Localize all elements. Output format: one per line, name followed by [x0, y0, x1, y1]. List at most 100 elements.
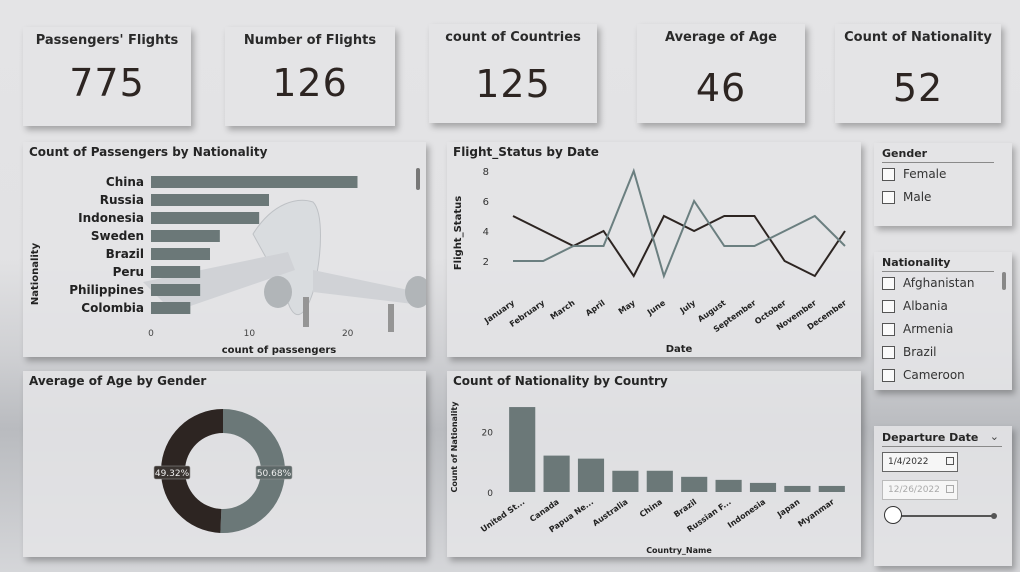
flight-status-line-chart-panel[interactable]: Flight_Status by Date Flight_Status 2 4 6 8… — [447, 142, 861, 357]
start-date-value: 1/4/2022 — [888, 457, 929, 467]
x-tick-label: April — [584, 298, 607, 318]
chart-title: Count of Passengers by Nationality — [29, 145, 268, 159]
series-line-light — [513, 167, 846, 280]
option-label: Albania — [903, 299, 948, 313]
country-bar-chart: Count of Nationality 0 20 United St... Cana… — [450, 401, 845, 555]
category-label: Russia — [100, 193, 144, 207]
category-label: Philippines — [69, 283, 144, 297]
data-label-bg — [153, 465, 191, 480]
bar — [151, 302, 191, 314]
nationality-option-cameroon[interactable]: Cameroon — [882, 368, 965, 382]
category-label: Sweden — [91, 229, 144, 243]
bar — [715, 479, 742, 492]
bar — [612, 470, 639, 492]
x-tick-label: June — [645, 298, 668, 318]
kpi-title: Passengers' Flights — [35, 33, 179, 48]
x-tick-label: Myanmar — [796, 497, 836, 528]
nationality-option-afghanistan[interactable]: Afghanistan — [882, 276, 974, 290]
chart-title: Flight_Status by Date — [453, 145, 599, 159]
bar — [151, 194, 269, 206]
category-label: China — [106, 175, 144, 189]
kpi-card-number-of-flights: Number of Flights 126 — [225, 27, 395, 126]
x-tick-label: March — [549, 298, 577, 321]
gender-option-male[interactable]: Male — [882, 190, 931, 204]
bar — [543, 455, 570, 492]
x-tick-label: Brazil — [672, 497, 698, 519]
checkbox[interactable] — [882, 276, 895, 290]
gender-slicer[interactable]: Gender Female Male — [874, 143, 1012, 226]
x-tick-label: Canada — [528, 497, 561, 524]
nationality-option-brazil[interactable]: Brazil — [882, 345, 937, 359]
x-tick-label: Indonesia — [726, 497, 767, 530]
date-range-handle-start[interactable] — [884, 506, 902, 524]
kpi-card-passengers-flights: Passengers' Flights 775 — [23, 27, 191, 126]
option-label: Male — [903, 190, 932, 204]
x-axis-title: count of passengers — [222, 345, 337, 356]
kpi-card-average-of-age: Average of Age 46 — [637, 24, 805, 123]
x-axis-title: Date — [666, 344, 693, 355]
category-label: Colombia — [81, 301, 144, 315]
bar — [151, 284, 201, 296]
date-range-handle-end[interactable] — [991, 513, 997, 519]
calendar-icon[interactable] — [946, 457, 954, 465]
divider — [882, 271, 994, 272]
data-label: 50.68% — [257, 469, 292, 479]
kpi-title: Count of Nationality — [844, 30, 992, 45]
x-tick-label: 10 — [244, 329, 256, 339]
checkbox[interactable] — [882, 368, 895, 382]
checkbox[interactable] — [882, 299, 895, 313]
x-tick-label: May — [617, 298, 638, 316]
x-axis-title: Country_Name — [646, 546, 712, 555]
scrollbar[interactable] — [1002, 272, 1006, 290]
nationality-slicer[interactable]: Nationality Afghanistan Albania Armenia … — [874, 252, 1012, 390]
y-tick-label: 2 — [483, 257, 489, 268]
option-label: Brazil — [903, 345, 937, 359]
kpi-value: 775 — [69, 61, 145, 105]
age-gender-donut-panel[interactable]: Average of Age by Gender 50.68% 49.32% — [23, 371, 426, 557]
chart-title: Count of Nationality by Country — [453, 374, 668, 388]
nationality-option-albania[interactable]: Albania — [882, 299, 948, 313]
x-tick-label: United St... — [479, 497, 526, 534]
calendar-icon[interactable] — [946, 485, 954, 493]
option-label: Armenia — [903, 322, 954, 336]
checkbox[interactable] — [882, 167, 895, 181]
y-tick-label: 4 — [483, 227, 489, 238]
bar — [509, 407, 536, 492]
departure-date-slicer[interactable]: Departure Date ⌄ 1/4/2022 12/26/2022 — [874, 426, 1012, 566]
category-label: Brazil — [106, 247, 144, 261]
airplane-image — [143, 199, 426, 332]
scrollbar[interactable] — [416, 168, 420, 190]
checkbox[interactable] — [882, 322, 895, 336]
bar — [784, 485, 811, 492]
y-axis-title: Nationality — [30, 242, 41, 305]
nationality-bar-chart: Nationality China Russia Indonesia Sweden Br… — [30, 168, 426, 356]
option-label: Cameroon — [903, 368, 965, 382]
bar — [577, 458, 605, 492]
nationality-bar-chart-panel[interactable]: Count of Passengers by Nationality Natio… — [23, 142, 426, 357]
bar — [151, 248, 210, 260]
end-date-input[interactable]: 12/26/2022 — [882, 480, 958, 500]
slicer-title: Nationality — [882, 256, 951, 269]
start-date-input[interactable]: 1/4/2022 — [882, 452, 958, 472]
bar — [151, 266, 201, 278]
nationality-option-armenia[interactable]: Armenia — [882, 322, 953, 336]
bar — [818, 485, 845, 492]
y-axis-title: Flight_Status — [453, 196, 464, 270]
slicer-title: Gender — [882, 147, 928, 160]
bar — [151, 212, 260, 224]
category-label: Peru — [113, 265, 144, 279]
gender-option-female[interactable]: Female — [882, 167, 946, 181]
checkbox[interactable] — [882, 345, 895, 359]
checkbox[interactable] — [882, 190, 895, 204]
kpi-title: count of Countries — [445, 30, 581, 45]
date-range-track[interactable] — [892, 515, 996, 517]
country-bar-chart-panel[interactable]: Count of Nationality by Country Count of… — [447, 371, 861, 557]
kpi-title: Average of Age — [664, 30, 778, 45]
bar — [151, 230, 220, 242]
slicer-title: Departure Date — [882, 431, 979, 444]
data-label: 49.32% — [155, 469, 190, 479]
bar — [749, 482, 777, 492]
chevron-down-icon[interactable]: ⌄ — [989, 430, 999, 443]
age-gender-donut-chart: 50.68% 49.32% — [153, 409, 293, 533]
